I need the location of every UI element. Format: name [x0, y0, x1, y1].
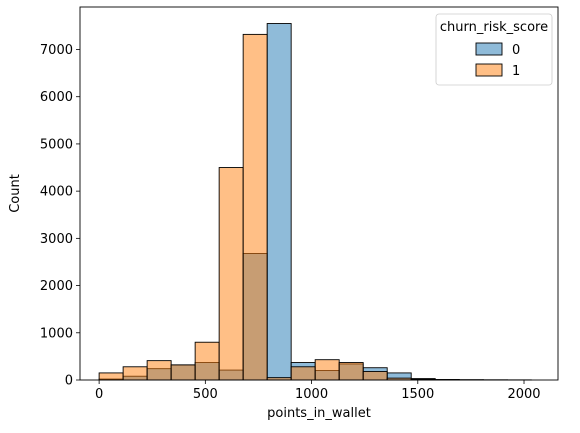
bar-series-1-bin-1 [122, 366, 148, 381]
bars-layer [98, 23, 532, 381]
x-tick-label: 1000 [295, 387, 328, 402]
x-tick-label: 500 [193, 387, 218, 402]
x-tick-label: 1500 [401, 387, 434, 402]
bar-series-1-bin-6 [242, 33, 268, 381]
y-tick-label: 0 [65, 374, 73, 389]
x-axis-label: points_in_wallet [267, 406, 371, 421]
legend-items: 01 [475, 42, 520, 79]
legend-swatch-0 [475, 42, 503, 56]
bar-series-1-bin-10 [338, 362, 364, 381]
x-axis-ticks: 0 500 1000 1500 2000 [95, 380, 541, 402]
y-tick-label: 2000 [40, 279, 73, 294]
legend-swatch-1 [475, 63, 503, 77]
bar-series-1-bin-0 [98, 372, 124, 381]
x-tick-label: 2000 [507, 387, 540, 402]
bar-series-0-bin-7 [266, 23, 292, 381]
y-tick-label: 1000 [40, 326, 73, 341]
y-tick-label: 7000 [40, 43, 73, 58]
bar-series-1-bin-11 [362, 371, 388, 381]
legend-title: churn_risk_score [440, 20, 548, 35]
y-axis-label: Count [8, 174, 23, 213]
bar-series-1-bin-5 [218, 167, 244, 381]
bar-series-1-bin-2 [146, 360, 172, 381]
y-tick-label: 4000 [40, 185, 73, 200]
legend: churn_risk_score 01 [435, 13, 553, 86]
bar-series-1-bin-9 [314, 359, 340, 381]
legend-label-0: 0 [512, 43, 520, 58]
y-tick-label: 5000 [40, 137, 73, 152]
bar-series-1-bin-3 [170, 364, 196, 381]
y-tick-label: 6000 [40, 90, 73, 105]
bar-series-1-bin-4 [194, 341, 220, 381]
bar-series-1-bin-8 [290, 366, 316, 381]
legend-label-1: 1 [512, 64, 520, 79]
x-tick-label: 0 [95, 387, 103, 402]
y-tick-label: 3000 [40, 232, 73, 247]
plot-frame [79, 6, 559, 381]
y-axis-ticks: 0 1000 2000 3000 4000 5000 6000 7000 [40, 43, 80, 389]
